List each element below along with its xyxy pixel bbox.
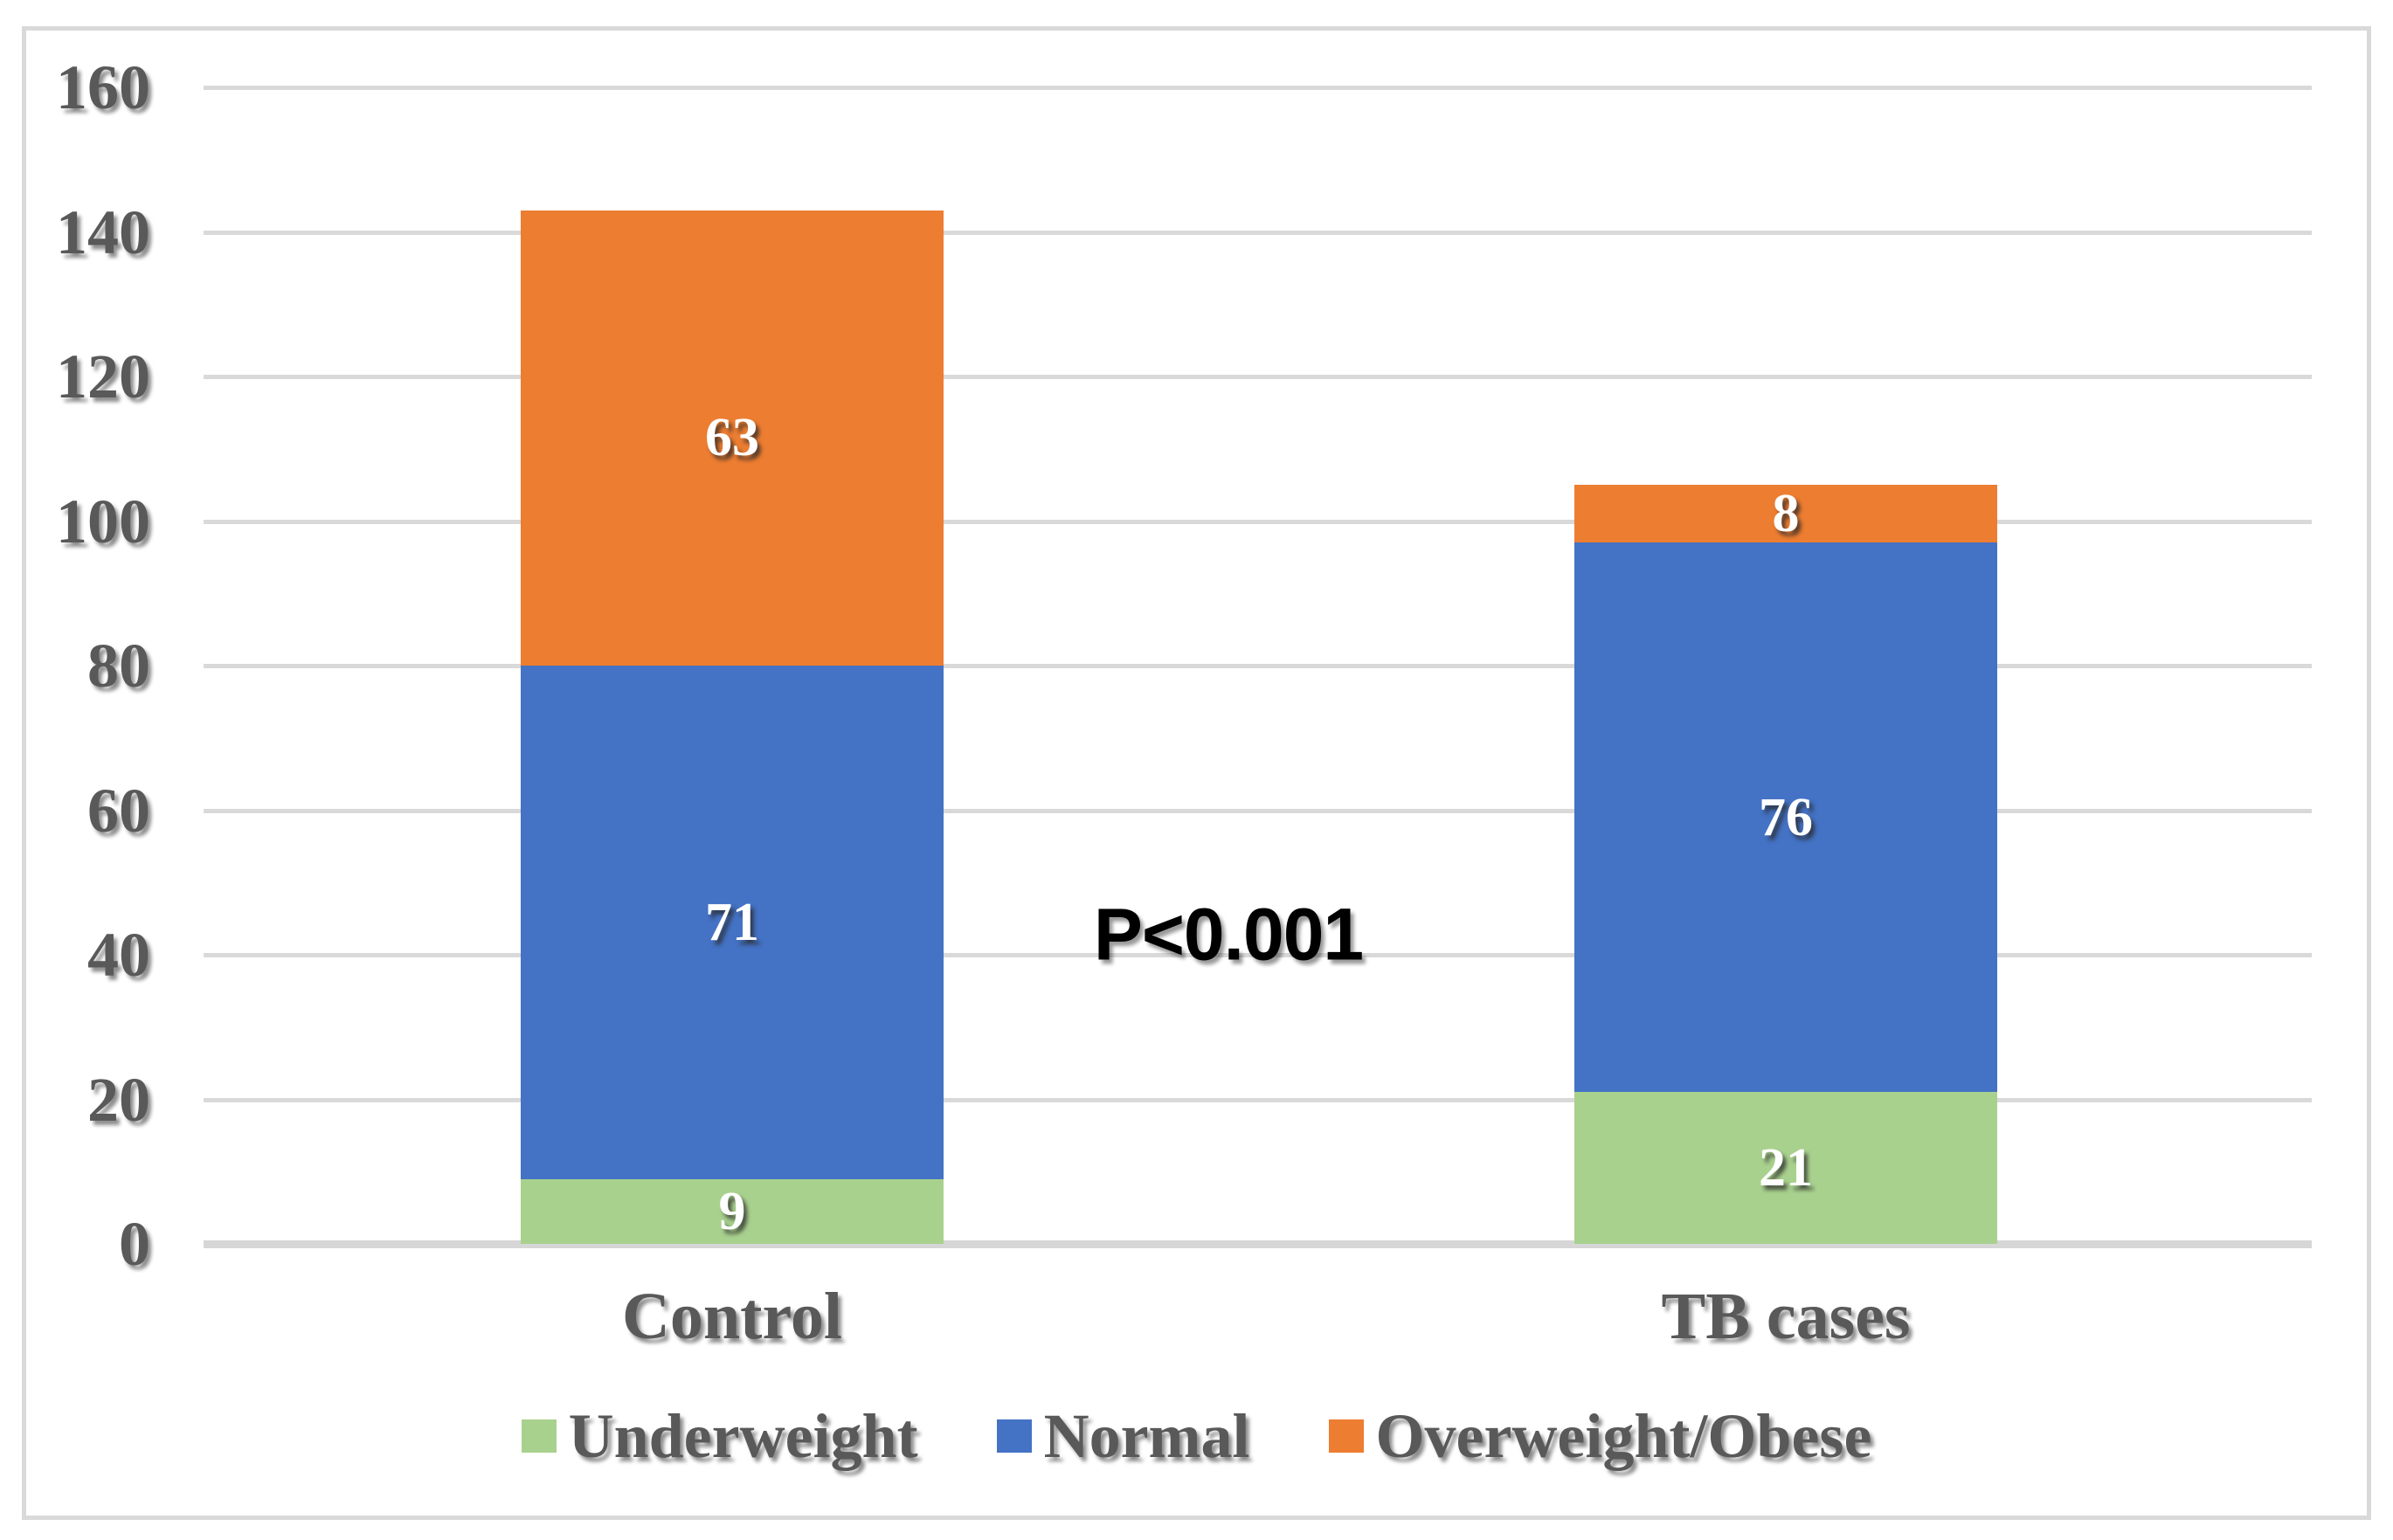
gridline bbox=[204, 664, 2312, 668]
bar-value-label: 76 bbox=[1759, 787, 1813, 847]
legend-label-underweight: Underweight bbox=[568, 1400, 918, 1471]
gridline bbox=[204, 519, 2312, 524]
bar-value-label: 8 bbox=[1772, 484, 1800, 544]
gridline bbox=[204, 230, 2312, 235]
y-axis-tick-label: 140 bbox=[56, 197, 150, 267]
x-axis-line bbox=[204, 1240, 2312, 1248]
p-value-annotation: P<0.001 bbox=[1093, 893, 1364, 976]
bar-segment-tb-cases-overweight-obese: 8 bbox=[1574, 484, 1997, 544]
y-axis-tick-label: 120 bbox=[56, 342, 150, 411]
y-axis-tick-label: 80 bbox=[87, 631, 150, 701]
y-axis-tick-label: 40 bbox=[87, 920, 150, 990]
gridline bbox=[204, 375, 2312, 379]
y-axis-tick-label: 160 bbox=[56, 52, 150, 122]
legend-swatch-overweight-obese bbox=[1328, 1419, 1364, 1453]
gridline bbox=[204, 953, 2312, 957]
legend-item-overweight-obese: Overweight/Obese bbox=[1328, 1400, 1872, 1473]
legend-label-overweight-obese: Overweight/Obese bbox=[1375, 1400, 1872, 1471]
y-axis-tick-label: 100 bbox=[56, 486, 150, 556]
bar-value-label: 63 bbox=[705, 408, 759, 468]
bar-segment-control-overweight-obese: 63 bbox=[521, 210, 944, 666]
x-axis-label-control: Control bbox=[622, 1280, 842, 1353]
gridline bbox=[204, 1097, 2312, 1102]
legend-item-underweight: Underweight bbox=[521, 1400, 918, 1473]
bar-segment-tb-cases-underweight: 21 bbox=[1574, 1092, 1997, 1244]
gridline bbox=[204, 86, 2312, 90]
legend: Underweight Normal Overweight/Obese bbox=[0, 1396, 2393, 1476]
chart-frame bbox=[22, 26, 2371, 1520]
x-axis-label-tb-cases: TB cases bbox=[1661, 1280, 1911, 1353]
legend-label-normal: Normal bbox=[1043, 1400, 1250, 1471]
legend-swatch-normal bbox=[996, 1419, 1032, 1453]
bar-value-label: 21 bbox=[1759, 1138, 1813, 1198]
legend-swatch-underweight bbox=[521, 1419, 557, 1453]
y-axis-tick-label: 20 bbox=[87, 1064, 150, 1135]
bar-segment-tb-cases-normal: 76 bbox=[1574, 542, 1997, 1093]
gridline bbox=[204, 808, 2312, 813]
bar-segment-control-underweight: 9 bbox=[521, 1178, 944, 1244]
y-axis-tick-label: 60 bbox=[87, 775, 150, 846]
y-axis-tick-label: 0 bbox=[119, 1209, 150, 1279]
legend-item-normal: Normal bbox=[996, 1400, 1250, 1473]
bar-value-label: 9 bbox=[718, 1181, 746, 1241]
bar-value-label: 71 bbox=[705, 892, 759, 952]
bar-segment-control-normal: 71 bbox=[521, 666, 944, 1179]
